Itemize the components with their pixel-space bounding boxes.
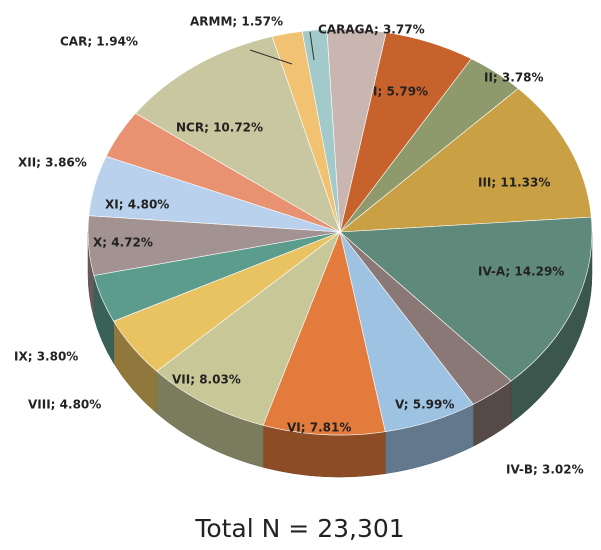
leader-line — [309, 31, 315, 61]
data-label: V; 5.99% — [395, 398, 454, 412]
slice — [262, 230, 386, 436]
data-label: III; 11.33% — [478, 176, 550, 190]
data-label: VIII; 4.80% — [28, 398, 101, 412]
data-label: XI; 4.80% — [105, 198, 169, 212]
leader-line — [249, 49, 293, 65]
data-label: IV-A; 14.29% — [478, 265, 564, 279]
slice — [301, 28, 341, 233]
data-label: VI; 7.81% — [287, 421, 351, 435]
data-label: X; 4.72% — [93, 236, 153, 250]
slice — [339, 216, 593, 382]
data-label: ARMM; 1.57% — [190, 15, 283, 29]
slice — [156, 231, 341, 426]
pie — [87, 28, 593, 478]
data-label: XII; 3.86% — [18, 156, 87, 170]
data-label: II; 3.78% — [484, 71, 544, 85]
slice — [339, 88, 592, 233]
data-label: CAR; 1.94% — [60, 35, 138, 49]
data-label: NCR; 10.72% — [176, 121, 263, 135]
data-label: CARAGA; 3.77% — [318, 23, 425, 37]
total-note: Total N = 23,301 — [194, 514, 404, 543]
data-label: IV-B; 3.02% — [506, 463, 584, 477]
data-label: IX; 3.80% — [14, 350, 78, 364]
data-label: VII; 8.03% — [172, 373, 241, 387]
data-label: I; 5.79% — [373, 85, 428, 99]
